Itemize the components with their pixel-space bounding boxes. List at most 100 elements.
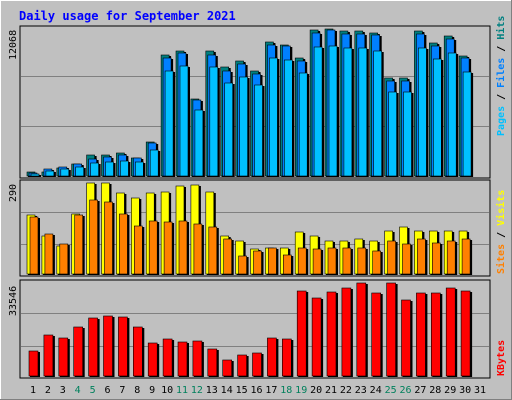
bar-sites-day-17 xyxy=(268,247,277,275)
bar-sites-day-24 xyxy=(372,250,382,275)
x-tick-label-day-26: 26 xyxy=(399,385,411,396)
bar-pages-day-15 xyxy=(239,76,248,177)
bar-kbytes-day-6 xyxy=(103,315,113,377)
x-tick-label-day-18: 18 xyxy=(280,385,292,396)
x-tick-label-day-13: 13 xyxy=(206,385,218,396)
x-axis-labels: 1 2 3 4 5 6 7 8 9 10 11 12 13 14 15 16 17 18 19 20 21 22 23 24 2… xyxy=(30,385,486,396)
x-tick-label-day-4: 4 xyxy=(75,385,81,396)
x-tick-label-day-16: 16 xyxy=(250,385,262,396)
bar-kbytes-day-18 xyxy=(281,338,292,377)
bar-sites-day-11 xyxy=(178,220,188,275)
bar-kbytes-day-4 xyxy=(73,326,83,377)
bars-layer xyxy=(26,28,474,377)
bar-sites-day-16 xyxy=(253,250,262,275)
bar-pages-day-7 xyxy=(120,160,129,177)
bar-kbytes-day-27 xyxy=(416,292,426,377)
label-sep-2: / xyxy=(496,40,507,58)
bar-pages-day-13 xyxy=(209,66,219,177)
x-tick-label-day-10: 10 xyxy=(161,385,173,396)
x-tick-label-day-24: 24 xyxy=(370,385,382,396)
x-tick-label-day-2: 2 xyxy=(45,385,51,396)
x-tick-label-day-25: 25 xyxy=(385,385,397,396)
bar-kbytes-day-26 xyxy=(401,299,411,377)
x-tick-label-day-27: 27 xyxy=(414,385,426,396)
bar-sites-day-30 xyxy=(461,238,471,275)
x-tick-label-day-31: 31 xyxy=(474,385,486,396)
bar-pages-day-2 xyxy=(45,170,55,177)
label-visits: Visits xyxy=(495,190,507,226)
x-tick-label-day-1: 1 xyxy=(30,385,36,396)
bar-sites-day-1 xyxy=(29,216,39,275)
bar-kbytes-day-29 xyxy=(445,287,456,377)
bar-pages-day-26 xyxy=(403,91,412,177)
right-label-hits-panel: Pages / Files / Hits xyxy=(495,16,507,136)
bar-pages-day-5 xyxy=(90,162,99,177)
bar-pages-day-6 xyxy=(105,161,114,177)
bar-sites-day-26 xyxy=(402,243,411,275)
bar-sites-day-22 xyxy=(342,247,352,275)
bar-kbytes-day-25 xyxy=(386,282,396,377)
bar-sites-day-10 xyxy=(163,221,173,275)
x-tick-label-day-20: 20 xyxy=(310,385,322,396)
bar-pages-day-3 xyxy=(60,168,70,177)
label-hits: Hits xyxy=(495,16,507,40)
bar-pages-day-17 xyxy=(269,57,278,177)
x-tick-label-day-11: 11 xyxy=(176,385,188,396)
label-sites: Sites xyxy=(495,244,507,274)
bar-kbytes-day-23 xyxy=(356,282,367,377)
bar-kbytes-day-8 xyxy=(133,326,143,377)
x-tick-label-day-7: 7 xyxy=(119,385,125,396)
right-label-visits-panel: Sites / Visits xyxy=(495,190,507,274)
bar-pages-day-22 xyxy=(343,47,353,177)
bar-kbytes-day-12 xyxy=(192,340,203,377)
bar-sites-day-6 xyxy=(104,201,113,275)
bar-kbytes-day-9 xyxy=(147,342,158,377)
kbytes-ymax-label: 33546 xyxy=(8,286,19,316)
label-files: Files xyxy=(495,58,507,88)
x-tick-label-day-8: 8 xyxy=(134,385,140,396)
x-tick-label-day-6: 6 xyxy=(104,385,110,396)
bar-sites-day-9 xyxy=(148,220,158,275)
bar-pages-day-14 xyxy=(224,82,233,177)
bar-kbytes-day-10 xyxy=(162,338,173,377)
bar-kbytes-day-13 xyxy=(207,348,218,377)
bar-kbytes-day-14 xyxy=(222,359,232,377)
bar-sites-day-21 xyxy=(327,247,337,275)
visits-ymax-label: 290 xyxy=(8,184,19,202)
bar-pages-day-11 xyxy=(179,65,189,177)
bar-sites-day-4 xyxy=(74,214,83,275)
x-tick-label-day-12: 12 xyxy=(191,385,203,396)
bar-pages-day-12 xyxy=(194,109,204,177)
bar-pages-day-23 xyxy=(358,47,368,177)
x-tick-label-day-14: 14 xyxy=(221,385,233,396)
x-tick-label-day-22: 22 xyxy=(340,385,352,396)
x-tick-label-day-29: 29 xyxy=(444,385,456,396)
bar-kbytes-day-5 xyxy=(88,317,98,377)
bar-pages-day-24 xyxy=(373,50,383,177)
bar-sites-day-15 xyxy=(238,255,247,275)
bar-kbytes-day-16 xyxy=(252,352,262,377)
bar-pages-day-19 xyxy=(298,72,308,177)
bar-pages-day-1 xyxy=(30,173,40,177)
bar-sites-day-29 xyxy=(446,240,456,275)
x-tick-label-day-21: 21 xyxy=(325,385,337,396)
bar-pages-day-18 xyxy=(283,59,293,177)
bar-kbytes-day-19 xyxy=(296,290,307,377)
x-tick-label-day-19: 19 xyxy=(295,385,307,396)
x-tick-label-day-23: 23 xyxy=(355,385,367,396)
bar-sites-day-20 xyxy=(312,248,322,275)
bar-sites-day-23 xyxy=(357,247,367,275)
bar-kbytes-day-21 xyxy=(326,291,337,377)
bar-sites-day-25 xyxy=(387,240,396,275)
bar-kbytes-day-22 xyxy=(341,287,352,377)
bar-pages-day-8 xyxy=(135,161,144,177)
bar-kbytes-day-7 xyxy=(118,316,128,377)
x-tick-label-day-30: 30 xyxy=(459,385,471,396)
bar-kbytes-day-30 xyxy=(460,290,471,377)
label-pages: Pages xyxy=(496,106,507,136)
x-tick-label-day-17: 17 xyxy=(265,385,277,396)
chart-title: Daily usage for September 2021 xyxy=(19,9,236,23)
hits-ymax-label: 12068 xyxy=(8,30,19,60)
bar-sites-day-12 xyxy=(193,223,203,275)
